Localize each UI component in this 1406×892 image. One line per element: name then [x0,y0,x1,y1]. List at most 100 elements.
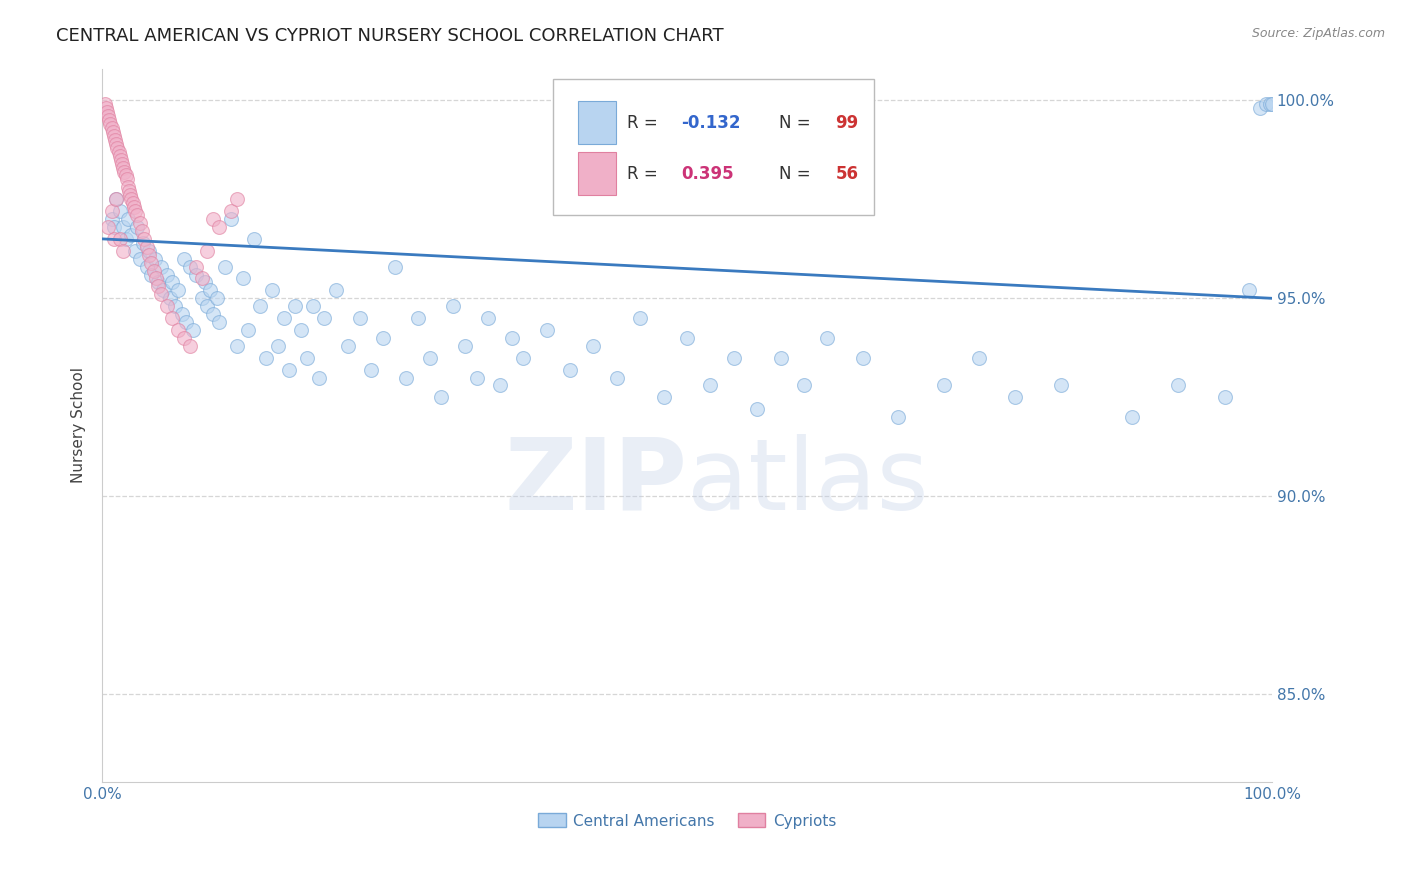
Point [512,351,534,365]
Point [214,260,236,274]
Text: 0.395: 0.395 [682,165,734,183]
Text: R =: R = [627,113,664,132]
Point [284,299,307,313]
Point [851,351,873,365]
Point [225,192,247,206]
Point [1258,97,1281,112]
Bar [578,153,616,195]
Point [769,351,792,365]
Point [163,299,186,313]
Point [120,188,142,202]
Point [114,164,136,178]
Point [124,244,146,258]
Text: -0.132: -0.132 [682,113,741,132]
Point [108,204,131,219]
Point [1050,378,1073,392]
Text: 99: 99 [835,113,859,132]
Text: 56: 56 [835,165,859,183]
Point [152,284,174,298]
Point [793,378,815,392]
Point [1213,390,1236,404]
Point [314,311,336,326]
Point [143,252,166,266]
Point [501,331,523,345]
Point [219,212,242,227]
Point [111,156,134,170]
Point [108,232,131,246]
Point [202,212,225,227]
Point [103,128,125,143]
Point [477,311,499,326]
Legend: Central Americans, Cypriots: Central Americans, Cypriots [531,807,842,835]
Point [138,244,160,258]
Point [127,219,149,234]
Point [1237,284,1260,298]
Point [128,216,150,230]
Point [194,276,217,290]
Point [273,311,295,326]
Point [100,204,122,219]
Text: Source: ZipAtlas.com: Source: ZipAtlas.com [1251,27,1385,40]
Point [886,410,908,425]
Point [114,169,136,183]
Point [159,291,181,305]
Point [117,212,139,227]
Point [406,311,429,326]
Point [105,192,128,206]
Point [148,279,170,293]
FancyBboxPatch shape [553,79,875,215]
Point [290,323,312,337]
Point [190,271,212,285]
Point [114,232,136,246]
Point [103,232,125,246]
Point [120,192,142,206]
Point [219,204,242,219]
Point [105,136,128,151]
Point [112,161,135,175]
Point [107,141,129,155]
Point [173,252,195,266]
Point [110,153,132,167]
Point [162,311,184,326]
Point [105,192,128,206]
Point [582,339,605,353]
Point [190,291,212,305]
Point [149,260,172,274]
Point [176,315,198,329]
Point [112,244,135,258]
Point [107,145,129,159]
Point [162,276,184,290]
Point [676,331,699,345]
Point [1121,410,1143,425]
Point [606,370,628,384]
Point [112,219,135,234]
Point [170,307,193,321]
Point [135,240,157,254]
Point [202,307,225,321]
Point [94,101,117,115]
Point [134,232,156,246]
Point [225,339,247,353]
Point [1261,97,1284,112]
Text: ZIP: ZIP [505,434,688,531]
Point [454,339,477,353]
Point [141,268,163,282]
Text: N =: N = [779,165,817,183]
Text: atlas: atlas [688,434,929,531]
Point [179,260,201,274]
Point [148,276,170,290]
Point [197,299,219,313]
Point [536,323,558,337]
Point [1167,378,1189,392]
Point [197,244,219,258]
Point [97,109,120,123]
Point [232,271,254,285]
Point [278,362,301,376]
Point [308,370,330,384]
Text: R =: R = [627,165,664,183]
Point [93,97,115,112]
Point [295,351,318,365]
Point [1254,97,1277,112]
Point [97,219,120,234]
Text: N =: N = [779,113,817,132]
